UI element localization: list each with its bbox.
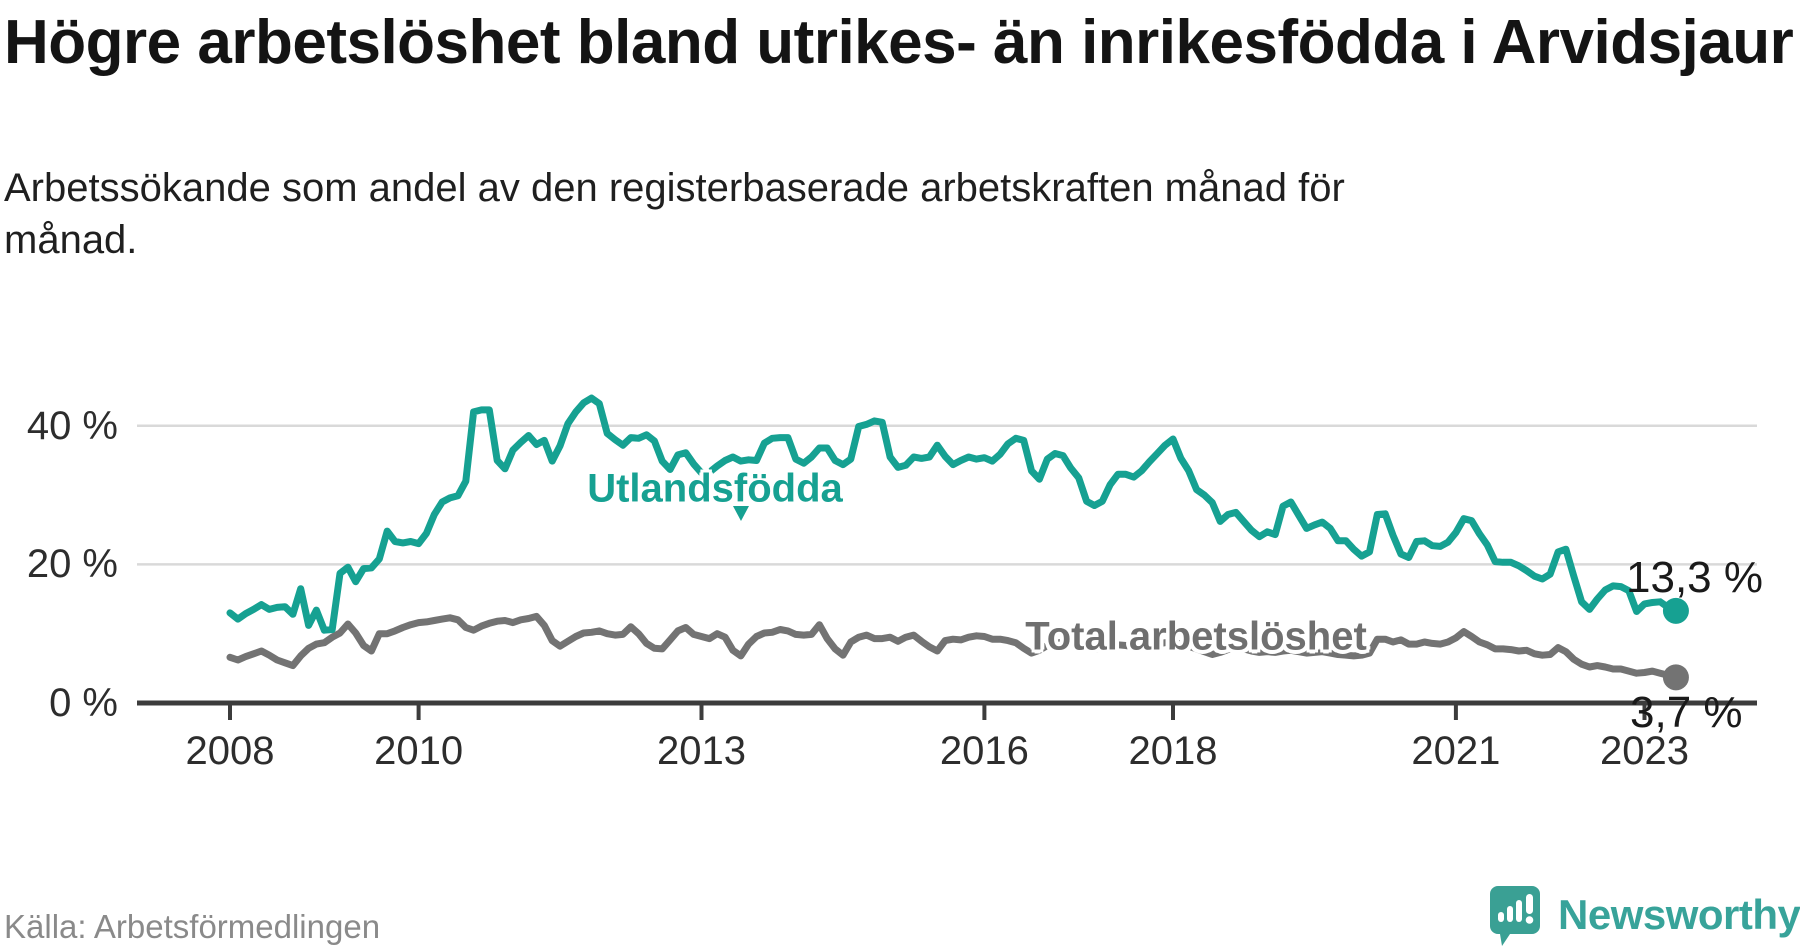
x-axis-tick-label: 2013 xyxy=(657,729,746,773)
end-value-total-arbetsloshet: 3,7 % xyxy=(1630,688,1743,737)
newsworthy-logo-icon xyxy=(1490,886,1540,946)
line-utlandsf-dda xyxy=(226,394,1680,634)
line-total-arbetsl-shet xyxy=(226,612,1680,681)
end-dot xyxy=(1662,664,1689,691)
y-axis-tick-label: 40 % xyxy=(26,403,118,448)
x-axis-tick-label: 2008 xyxy=(185,729,275,773)
chart-subtitle: Arbetssökande som andel av den registerb… xyxy=(4,166,1345,262)
page-title: Högre arbetslöshet bland utrikes- än inr… xyxy=(4,8,1794,77)
x-axis-tick-label: 2018 xyxy=(1128,729,1218,773)
end-dot xyxy=(1662,597,1689,624)
x-axis-tick-label: 2010 xyxy=(374,729,464,773)
x-axis-tick-label: 2021 xyxy=(1411,729,1501,773)
y-axis-tick-label: 0 % xyxy=(49,681,118,725)
series-label-total-arbetsloshet: Total arbetslöshet xyxy=(1025,614,1367,659)
y-axis-tick-label: 20 % xyxy=(26,542,118,587)
end-value-utlandsfodda: 13,3 % xyxy=(1626,553,1763,602)
series-label-utlandsfodda: Utlandsfödda xyxy=(587,466,843,511)
newsworthy-logo-text: Newsworthy xyxy=(1558,891,1800,938)
x-axis-tick-label: 2016 xyxy=(939,729,1029,773)
newsworthy-logo: Newsworthy xyxy=(1488,884,1800,948)
x-axis-tick-label: 2023 xyxy=(1600,729,1689,773)
label-arrow-down-icon xyxy=(733,506,749,521)
source-note: Källa: Arbetsförmedlingen xyxy=(4,908,381,945)
